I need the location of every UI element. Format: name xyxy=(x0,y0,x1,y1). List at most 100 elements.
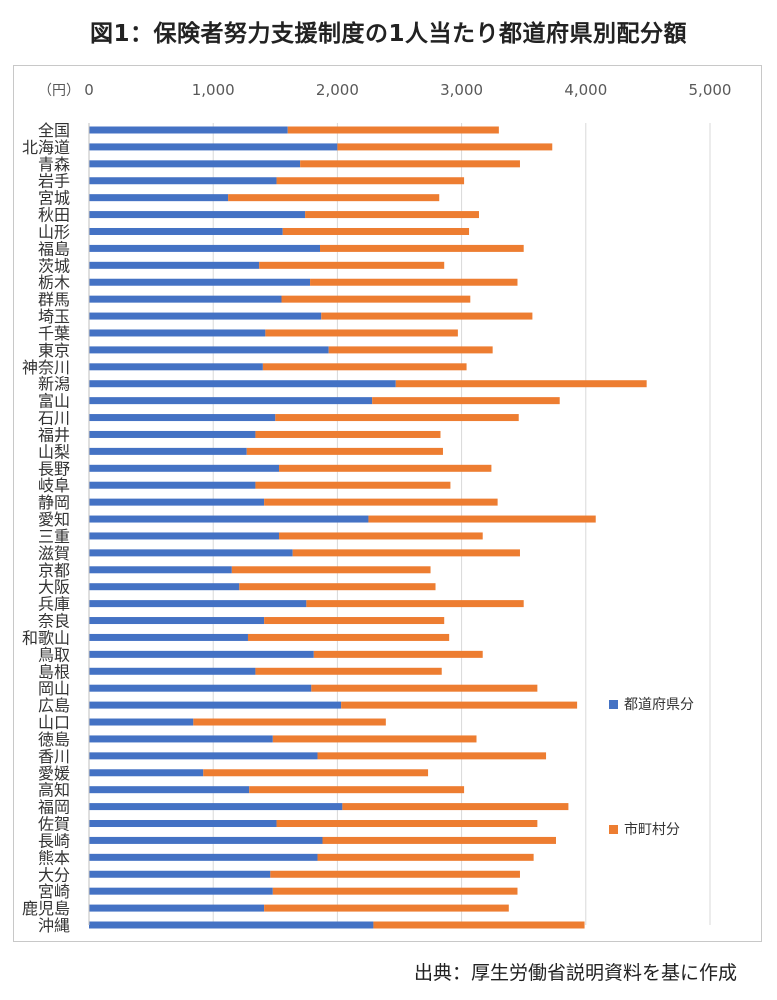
category-label: 愛知 xyxy=(38,510,70,529)
category-label: 高知 xyxy=(38,781,70,800)
bar-prefecture xyxy=(89,735,273,743)
category-label: 福島 xyxy=(38,239,70,258)
x-tick-label: 1,000 xyxy=(192,81,235,99)
bar-prefecture xyxy=(89,836,323,844)
bar-prefecture xyxy=(89,295,282,303)
bar-prefecture xyxy=(89,126,288,134)
bar-municipality xyxy=(255,667,442,675)
bar-prefecture xyxy=(89,312,322,320)
bar-municipality xyxy=(321,312,533,320)
bar-municipality xyxy=(305,211,479,219)
bar-prefecture xyxy=(89,397,373,405)
bar-municipality xyxy=(259,261,445,269)
bar-prefecture xyxy=(89,600,307,608)
bar-prefecture xyxy=(89,160,301,168)
category-label: 大阪 xyxy=(38,578,70,597)
bar-municipality xyxy=(328,346,493,354)
bar-municipality xyxy=(255,430,441,438)
bar-prefecture xyxy=(89,718,194,726)
bar-municipality xyxy=(310,278,518,286)
category-label: 三重 xyxy=(38,527,70,546)
bar-municipality xyxy=(372,397,560,405)
category-label: 岩手 xyxy=(38,172,70,191)
bar-prefecture xyxy=(89,752,318,760)
category-label: 福岡 xyxy=(38,798,70,817)
bar-prefecture xyxy=(89,820,277,828)
bar-municipality xyxy=(279,464,492,472)
category-label: 東京 xyxy=(38,341,70,360)
bar-municipality xyxy=(276,820,538,828)
bar-prefecture xyxy=(89,498,265,506)
category-label: 徳島 xyxy=(38,730,70,749)
bar-municipality xyxy=(395,380,647,388)
bar-prefecture xyxy=(89,870,271,878)
category-label: 栃木 xyxy=(38,273,70,292)
bar-municipality xyxy=(300,160,520,168)
bar-prefecture xyxy=(89,380,396,388)
bar-municipality xyxy=(247,633,450,641)
category-label: 新潟 xyxy=(38,375,70,394)
bar-municipality xyxy=(246,447,443,455)
bar-municipality xyxy=(337,143,553,151)
bar-prefecture xyxy=(89,566,232,574)
category-label: 富山 xyxy=(38,392,70,411)
category-label: 山形 xyxy=(38,222,70,241)
bar-prefecture xyxy=(89,211,306,219)
bar-municipality xyxy=(287,126,499,134)
category-label: 宮城 xyxy=(38,189,70,208)
category-label: 静岡 xyxy=(38,493,70,512)
category-label: 広島 xyxy=(38,696,70,715)
bar-municipality xyxy=(264,498,498,506)
chart-title: 図1：保険者努力支援制度の1人当たり都道府県別配分額 xyxy=(89,21,687,47)
category-label: 山梨 xyxy=(38,442,70,461)
bar-municipality xyxy=(341,701,578,709)
bar-prefecture xyxy=(89,532,280,540)
bar-municipality xyxy=(264,617,445,625)
bar-prefecture xyxy=(89,549,293,557)
bar-municipality xyxy=(342,803,569,811)
unit-label: （円） xyxy=(38,83,80,99)
bar-municipality xyxy=(231,566,431,574)
bar-municipality xyxy=(239,583,436,591)
bar-prefecture xyxy=(89,904,265,912)
bar-prefecture xyxy=(89,346,329,354)
bar-municipality xyxy=(292,549,520,557)
bar-municipality xyxy=(281,295,471,303)
bar-municipality xyxy=(322,836,556,844)
category-label: 神奈川 xyxy=(22,358,70,377)
bar-municipality xyxy=(265,329,458,337)
bar-prefecture xyxy=(89,803,343,811)
category-label: 島根 xyxy=(38,662,70,681)
bar-municipality xyxy=(228,194,440,202)
bar-municipality xyxy=(282,227,470,235)
category-label: 長野 xyxy=(38,459,70,478)
category-label: 鳥取 xyxy=(38,645,70,664)
bar-prefecture xyxy=(89,430,256,438)
bar-municipality xyxy=(272,735,477,743)
bar-prefecture xyxy=(89,650,314,658)
category-label: 北海道 xyxy=(22,138,70,157)
bar-municipality xyxy=(317,752,547,760)
legend-swatch xyxy=(609,700,618,709)
category-label: 千葉 xyxy=(38,324,70,343)
bar-municipality xyxy=(262,363,467,371)
bar-prefecture xyxy=(89,853,318,861)
category-label: 京都 xyxy=(38,561,70,580)
category-label: 群馬 xyxy=(38,290,70,309)
bar-municipality xyxy=(249,786,465,794)
chart-frame xyxy=(13,65,762,942)
bar-prefecture xyxy=(89,921,374,929)
bar-prefecture xyxy=(89,143,338,151)
bar-municipality xyxy=(306,600,524,608)
category-label: 全国 xyxy=(38,121,70,140)
bar-municipality xyxy=(311,684,538,692)
bar-prefecture xyxy=(89,227,283,235)
bar-prefecture xyxy=(89,583,240,591)
bar-prefecture xyxy=(89,329,266,337)
bar-prefecture xyxy=(89,278,311,286)
category-label: 熊本 xyxy=(38,848,70,867)
bar-prefecture xyxy=(89,769,204,777)
bar-municipality xyxy=(368,515,596,523)
legend-label: 都道府県分 xyxy=(624,697,694,713)
category-label: 大分 xyxy=(38,865,70,884)
